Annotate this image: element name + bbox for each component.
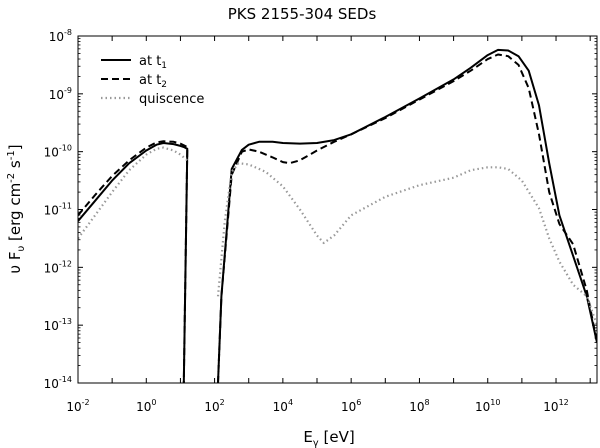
y-tick-label: 10-8 xyxy=(49,28,72,44)
chart-title: PKS 2155-304 SEDs xyxy=(228,5,377,23)
series-line-3-segment-2 xyxy=(216,162,597,326)
legend-label-1: at t1 xyxy=(139,54,167,71)
legend-label-3: quiscence xyxy=(139,92,204,107)
x-tick-label: 1012 xyxy=(543,398,568,414)
series-line-1-segment-2 xyxy=(217,48,597,383)
series-line-2-segment-2 xyxy=(217,53,597,383)
x-tick-label: 102 xyxy=(204,398,224,414)
x-tick-label: 106 xyxy=(341,398,361,414)
x-tick-label: 10-2 xyxy=(66,398,89,414)
y-tick-label: 10-9 xyxy=(49,86,72,102)
y-tick-labels: 10-14 10-13 10-12 10-11 10-10 10-9 10-8 xyxy=(44,28,72,391)
x-axis-label: Eγ [eV] xyxy=(303,428,354,448)
y-tick-label: 10-10 xyxy=(44,144,72,160)
series-line-1-segment-1 xyxy=(78,142,189,383)
y-axis-label: υ Fυ [erg cm-2 s-1] xyxy=(6,144,27,273)
legend: at t1 at t2 quiscence xyxy=(101,54,204,107)
y-tick-label: 10-13 xyxy=(44,317,72,333)
y-tick-label: 10-11 xyxy=(44,202,72,218)
series-line-2-segment-1 xyxy=(78,140,189,383)
x-tick-label: 108 xyxy=(409,398,429,414)
series-layer xyxy=(78,48,597,383)
legend-label-2: at t2 xyxy=(139,73,167,90)
x-tick-label: 1010 xyxy=(475,398,500,414)
y-tick-label: 10-12 xyxy=(44,259,72,275)
x-tick-label: 104 xyxy=(273,398,293,414)
y-tick-label: 10-14 xyxy=(44,375,72,391)
x-tick-labels: 10-2 100 102 104 106 108 1010 1012 xyxy=(66,398,568,414)
plot-frame xyxy=(77,35,598,384)
axis-ticks xyxy=(77,35,597,384)
x-tick-label: 100 xyxy=(136,398,156,414)
